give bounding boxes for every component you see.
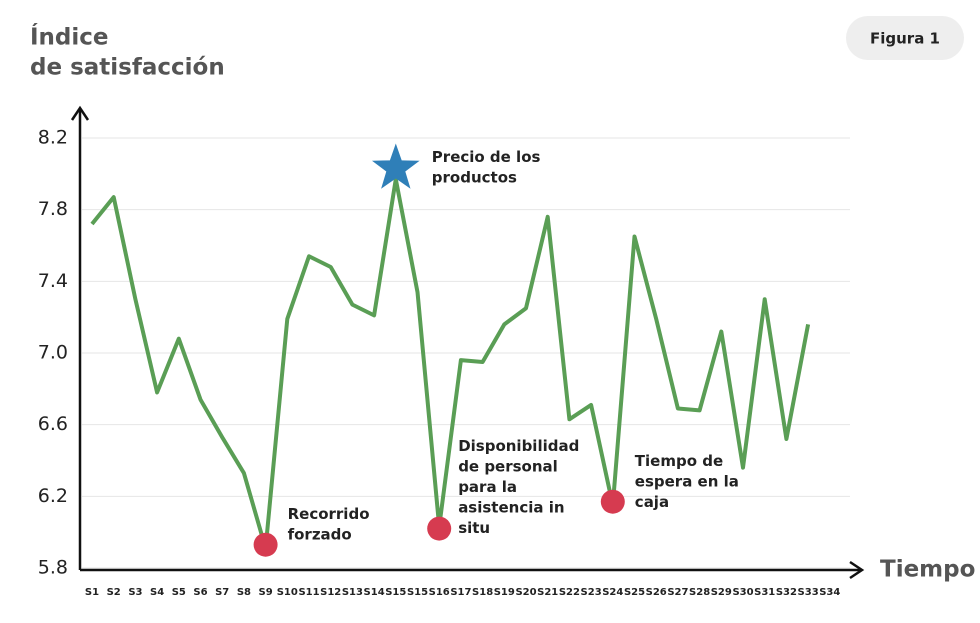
x-tick-label: S31 bbox=[754, 587, 775, 598]
x-tick-label: S30 bbox=[732, 587, 753, 598]
x-tick-label: S3 bbox=[128, 587, 142, 598]
y-tick-label: 7.8 bbox=[38, 198, 68, 220]
x-tick-label: S20 bbox=[515, 587, 536, 598]
x-tick-label: S10 bbox=[277, 587, 298, 598]
y-axis-label: Índice bbox=[30, 23, 109, 51]
x-tick-label: S19 bbox=[494, 587, 515, 598]
annotation: espera en la bbox=[635, 473, 739, 491]
circle-marker bbox=[600, 489, 625, 514]
circle-marker bbox=[253, 532, 278, 557]
x-tick-label: S15 bbox=[407, 587, 428, 598]
x-tick-label: S9 bbox=[259, 587, 273, 598]
x-tick-label: S21 bbox=[537, 587, 558, 598]
x-tick-label: S6 bbox=[193, 587, 207, 598]
x-tick-label: S32 bbox=[776, 587, 797, 598]
star-marker bbox=[372, 143, 420, 189]
annotation: de personal bbox=[458, 458, 558, 476]
x-tick-label: S14 bbox=[364, 587, 385, 598]
x-tick-label: S25 bbox=[624, 587, 645, 598]
x-tick-label: S13 bbox=[342, 587, 363, 598]
annotation: Tiempo de bbox=[635, 452, 723, 470]
x-tick-label: S34 bbox=[819, 587, 840, 598]
x-tick-label: S17 bbox=[450, 587, 471, 598]
annotation: caja bbox=[635, 493, 669, 511]
annotation: Disponibilidad bbox=[458, 437, 579, 455]
x-tick-label: S5 bbox=[172, 587, 186, 598]
badge-bg bbox=[846, 16, 964, 60]
y-tick-label: 5.8 bbox=[38, 557, 68, 579]
x-tick-label: S8 bbox=[237, 587, 251, 598]
x-tick-label: S22 bbox=[559, 587, 580, 598]
annotation: asistencia in bbox=[458, 499, 564, 517]
x-tick-label: S27 bbox=[667, 587, 688, 598]
annotation: productos bbox=[432, 168, 517, 186]
x-tick-label: S23 bbox=[581, 587, 602, 598]
x-arrow bbox=[849, 560, 865, 580]
line bbox=[90, 177, 811, 551]
x-tick-label: S29 bbox=[711, 587, 732, 598]
x-tick-label: S1 bbox=[85, 587, 99, 598]
x-tick-label: S33 bbox=[798, 587, 819, 598]
badge: Figura 1 bbox=[870, 30, 940, 48]
x-tick-label: S24 bbox=[602, 587, 623, 598]
annotation: Recorrido bbox=[288, 505, 370, 523]
annotation: Precio de los bbox=[432, 148, 541, 166]
y-tick-label: 6.6 bbox=[38, 413, 68, 435]
x-tick-label: S7 bbox=[215, 587, 229, 598]
y-tick-label: 7.0 bbox=[38, 342, 68, 364]
x-tick-label: S12 bbox=[320, 587, 341, 598]
x-tick-label: S4 bbox=[150, 587, 164, 598]
x-tick-label: S11 bbox=[298, 587, 319, 598]
y-arrow bbox=[70, 105, 90, 121]
circle-marker bbox=[427, 516, 452, 541]
y-tick-label: 7.4 bbox=[38, 270, 68, 292]
x-tick-label: S18 bbox=[472, 587, 493, 598]
annotation: situ bbox=[458, 519, 490, 537]
y-tick-label: 8.2 bbox=[38, 127, 68, 149]
x-tick-label: S16 bbox=[429, 587, 450, 598]
annotation: forzado bbox=[288, 526, 352, 544]
x-tick-label: S26 bbox=[646, 587, 667, 598]
y-tick-label: 6.2 bbox=[38, 485, 68, 507]
annotation: para la bbox=[458, 478, 517, 496]
x-tick-label: S28 bbox=[689, 587, 710, 598]
x-tick-label: S2 bbox=[107, 587, 121, 598]
x-tick-label: S15 bbox=[385, 587, 406, 598]
y-axis-label: de satisfacción bbox=[30, 55, 225, 81]
x-axis-label: Tiempo bbox=[880, 557, 975, 583]
